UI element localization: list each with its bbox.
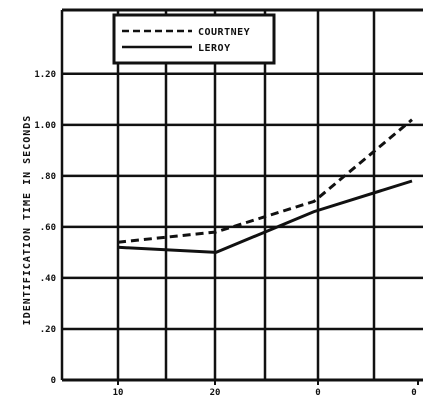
x-tick-label: 0	[315, 388, 320, 398]
x-tick-label: 10	[113, 388, 124, 398]
y-tick-label: .40	[40, 274, 56, 284]
x-tick-label: 20	[210, 388, 221, 398]
y-tick-label: 1.20	[34, 70, 56, 80]
series-line-courtney	[117, 118, 413, 244]
y-tick-label: 1.00	[34, 121, 56, 131]
x-tick-label: 0	[411, 388, 416, 398]
series-line-leroy	[117, 179, 413, 254]
y-tick-label: .20	[40, 325, 56, 335]
legend-box	[112, 13, 276, 65]
y-axis-label: IDENTIFICATION TIME IN SECONDS	[22, 115, 33, 326]
y-tick-label: .80	[40, 172, 56, 182]
x-tick-labels: 10 20 0 0	[113, 380, 419, 398]
legend: COURTNEY LEROY	[112, 13, 276, 65]
legend-label-leroy: LEROY	[198, 43, 231, 54]
y-tick-label: .60	[40, 223, 56, 233]
grid	[60, 8, 423, 382]
y-tick-label: 0	[51, 376, 56, 386]
legend-label-courtney: COURTNEY	[198, 27, 250, 38]
y-tick-labels: 0 .20 .40 .60 .80 1.00 1.20	[34, 70, 56, 386]
series-lines	[117, 118, 413, 254]
